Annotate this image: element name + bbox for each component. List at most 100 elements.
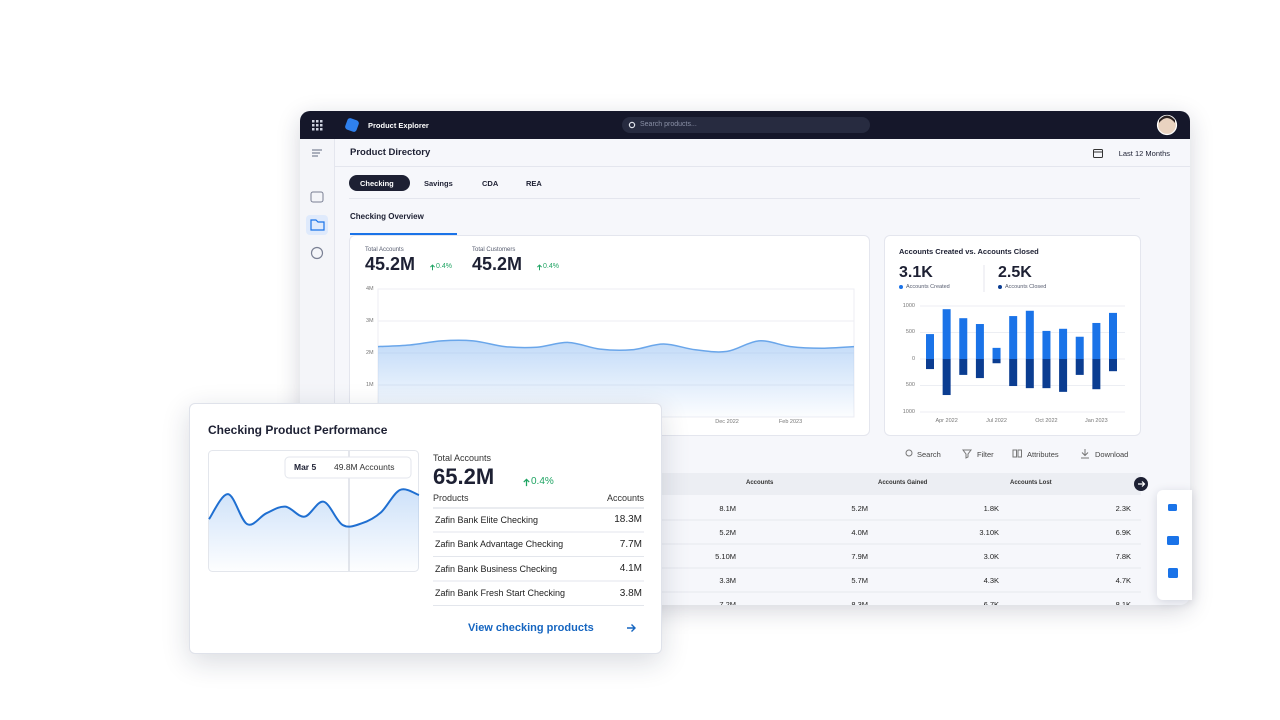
avatar-hair (1159, 115, 1175, 123)
scan-icon[interactable] (310, 191, 324, 203)
link-arrow (627, 624, 636, 632)
bar (1009, 359, 1018, 387)
arrow-icon (1138, 481, 1146, 487)
product-name: Zafin Bank Elite Checking (435, 514, 539, 525)
bar (992, 347, 1001, 359)
table-cell: 6.9K (1115, 527, 1131, 537)
area-line (377, 339, 855, 353)
bar (975, 324, 984, 359)
column-header: Accounts (606, 492, 644, 503)
divider (335, 166, 1190, 167)
y-tick-label: 4M (366, 285, 374, 292)
window-charts (377, 265, 1148, 593)
toolbar-button[interactable]: Search (917, 449, 941, 459)
bar (992, 359, 1001, 364)
toolbar-button[interactable]: Attributes (1027, 449, 1059, 459)
y-tick-label: 3M (366, 317, 374, 324)
search-icon (628, 121, 636, 129)
compass-icon[interactable] (310, 246, 324, 260)
filter-icon (962, 449, 972, 459)
section-underline (350, 233, 457, 235)
toolbar-button[interactable]: Filter (977, 449, 994, 459)
bar (1042, 359, 1051, 389)
line-area (209, 489, 419, 571)
metric-change: 0.4% (543, 262, 559, 270)
x-tick-label: Jan 2023 (1085, 417, 1108, 424)
table-cell: 7.8K (1115, 551, 1131, 561)
table-cell: 5.2M (719, 527, 736, 537)
download-icon (1081, 449, 1089, 459)
bar (1092, 359, 1101, 390)
apps-icon[interactable] (312, 120, 323, 131)
metric-change: 0.4% (531, 476, 554, 487)
bar (926, 359, 934, 370)
tab[interactable]: Checking (360, 178, 394, 188)
table-cell: 7.2M (719, 599, 736, 606)
bar (1075, 336, 1084, 359)
bar (1042, 330, 1051, 359)
column-header: Accounts Gained (878, 480, 928, 487)
up-arrow (523, 477, 530, 486)
folder-icon[interactable] (310, 219, 325, 231)
x-tick-label: Feb 2023 (778, 418, 803, 425)
card-icon[interactable] (1167, 536, 1179, 545)
column-header: Accounts (746, 480, 774, 487)
tooltip-value: 49.8M Accounts (334, 461, 395, 472)
table-cell: 4.7K (1115, 575, 1131, 585)
up-arrow (430, 263, 435, 270)
search-box[interactable] (622, 117, 870, 133)
bar (942, 359, 951, 396)
series-total: 3.1K (899, 264, 933, 282)
performance-chart (208, 450, 644, 632)
column-header: Products (433, 492, 469, 503)
bar (1009, 316, 1018, 359)
column-header: Accounts Lost (1010, 480, 1052, 487)
y-tick-label: 1000 (902, 302, 915, 309)
legend-label: Accounts Created (906, 283, 950, 290)
section-title: Checking Overview (350, 212, 424, 222)
toolbar-button[interactable]: Download (1095, 449, 1129, 459)
performance-card: Checking Product Performance Mar 5 49.8M A… (189, 403, 662, 654)
bar (959, 359, 968, 375)
table-cell: 5.10M (715, 551, 736, 561)
app-name: Product Explorer (368, 120, 429, 130)
bar (1059, 359, 1068, 392)
table-cell: 5.7M (851, 575, 868, 585)
divider (349, 198, 1140, 199)
tab[interactable]: Savings (424, 178, 453, 188)
tooltip-date: Mar 5 (294, 461, 317, 472)
x-tick-label: Oct 2022 (1035, 417, 1058, 424)
bar (926, 334, 934, 359)
menu-icon[interactable] (312, 149, 322, 157)
metric-label: Total Customers (472, 247, 516, 254)
table-header (660, 473, 1141, 495)
x-tick-label: Dec 2022 (715, 418, 739, 425)
table-cell: 8.3M (851, 599, 868, 606)
metric-value: 45.2M (365, 254, 416, 275)
product-accounts: 7.7M (619, 538, 642, 550)
logo (345, 118, 359, 132)
metric-change: 0.4% (436, 262, 452, 270)
chart-title: Accounts Created vs. Accounts Closed (899, 246, 1039, 256)
product-name: Zafin Bank Business Checking (435, 563, 558, 574)
table-cell: 7.9M (851, 551, 868, 561)
side-panel (1157, 490, 1192, 600)
bar (1059, 328, 1068, 359)
table-cell: 8.1M (719, 503, 736, 513)
metric-label: Total Accounts (433, 452, 492, 463)
chat-icon[interactable] (1168, 504, 1177, 511)
tab[interactable]: REA (526, 178, 542, 188)
y-tick-label: 0 (911, 355, 915, 362)
copy-icon[interactable] (1168, 568, 1178, 578)
legend-label: Accounts Closed (1005, 283, 1047, 290)
bar (1109, 312, 1117, 359)
tab[interactable]: CDA (482, 178, 499, 188)
search-placeholder[interactable]: Search products... (640, 120, 697, 128)
active-tab[interactable] (349, 175, 410, 191)
up-arrow (537, 263, 542, 270)
x-tick-label: Apr 2022 (935, 417, 958, 424)
date-range[interactable]: Last 12 Months (1118, 148, 1170, 158)
legend-dot (899, 285, 903, 289)
view-products-link[interactable]: View checking products (468, 622, 594, 635)
